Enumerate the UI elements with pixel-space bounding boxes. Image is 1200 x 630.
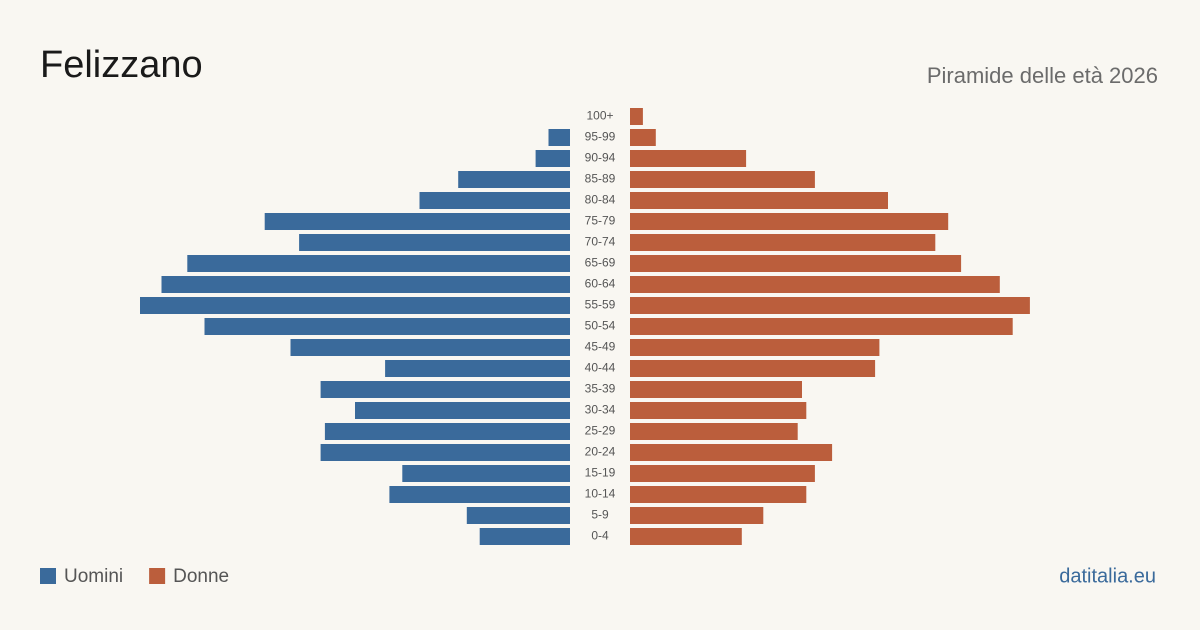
bar-female [630,129,656,146]
age-label: 35-39 [585,382,616,396]
bar-male [324,423,570,440]
age-label: 45-49 [585,340,616,354]
bar-male [458,171,570,188]
bar-female [630,507,764,524]
bar-female [630,360,876,377]
bar-male [204,318,570,335]
bar-female [630,171,815,188]
bar-male [385,360,570,377]
bar-male [355,402,570,419]
age-label: 70-74 [585,235,616,249]
bar-female [630,444,833,461]
legend-label: Donne [173,566,229,587]
age-label: 50-54 [585,319,616,333]
bar-male [320,381,570,398]
bar-male [466,507,570,524]
bar-female [630,528,742,545]
chart-subtitle: Piramide delle età 2026 [927,63,1158,88]
bar-female [630,423,798,440]
bar-female [630,381,802,398]
chart-title: Felizzano [40,44,203,86]
bar-male [140,297,570,314]
age-label: 30-34 [585,403,616,417]
age-label: 80-84 [585,193,616,207]
bar-male [402,465,570,482]
bar-female [630,339,880,356]
bar-male [479,528,570,545]
bar-male [320,444,570,461]
age-label: 100+ [586,109,613,123]
age-label: 25-29 [585,424,616,438]
source-link[interactable]: datitalia.eu [1059,565,1156,587]
bar-female [630,297,1030,314]
bar-female [630,465,815,482]
legend-swatch [40,568,56,584]
age-label: 85-89 [585,172,616,186]
bar-female [630,486,807,503]
bar-male [535,150,570,167]
bar-female [630,276,1000,293]
bar-male [548,129,570,146]
bar-male [299,234,570,251]
age-label: 40-44 [585,361,616,375]
age-label: 95-99 [585,130,616,144]
bar-female [630,150,747,167]
legend-swatch [149,568,166,584]
bar-male [419,192,570,209]
bar-female [630,255,962,272]
bar-male [187,255,571,272]
bar-female [630,192,888,209]
legend-label: Uomini [64,566,123,587]
bar-female [630,234,936,251]
bar-female [630,213,949,230]
age-label: 75-79 [585,214,616,228]
age-label: 5-9 [591,508,609,522]
age-label: 10-14 [585,487,616,501]
bar-male [389,486,570,503]
age-label: 60-64 [585,277,616,291]
age-label: 90-94 [585,151,616,165]
bar-male [264,213,570,230]
age-label: 20-24 [585,445,616,459]
age-label: 65-69 [585,256,616,270]
bar-male [290,339,570,356]
bar-female [630,108,643,125]
bar-female [630,402,807,419]
age-label: 0-4 [591,529,609,543]
bar-female [630,318,1013,335]
bar-male [161,276,570,293]
age-label: 55-59 [585,298,616,312]
age-label: 15-19 [585,466,616,480]
